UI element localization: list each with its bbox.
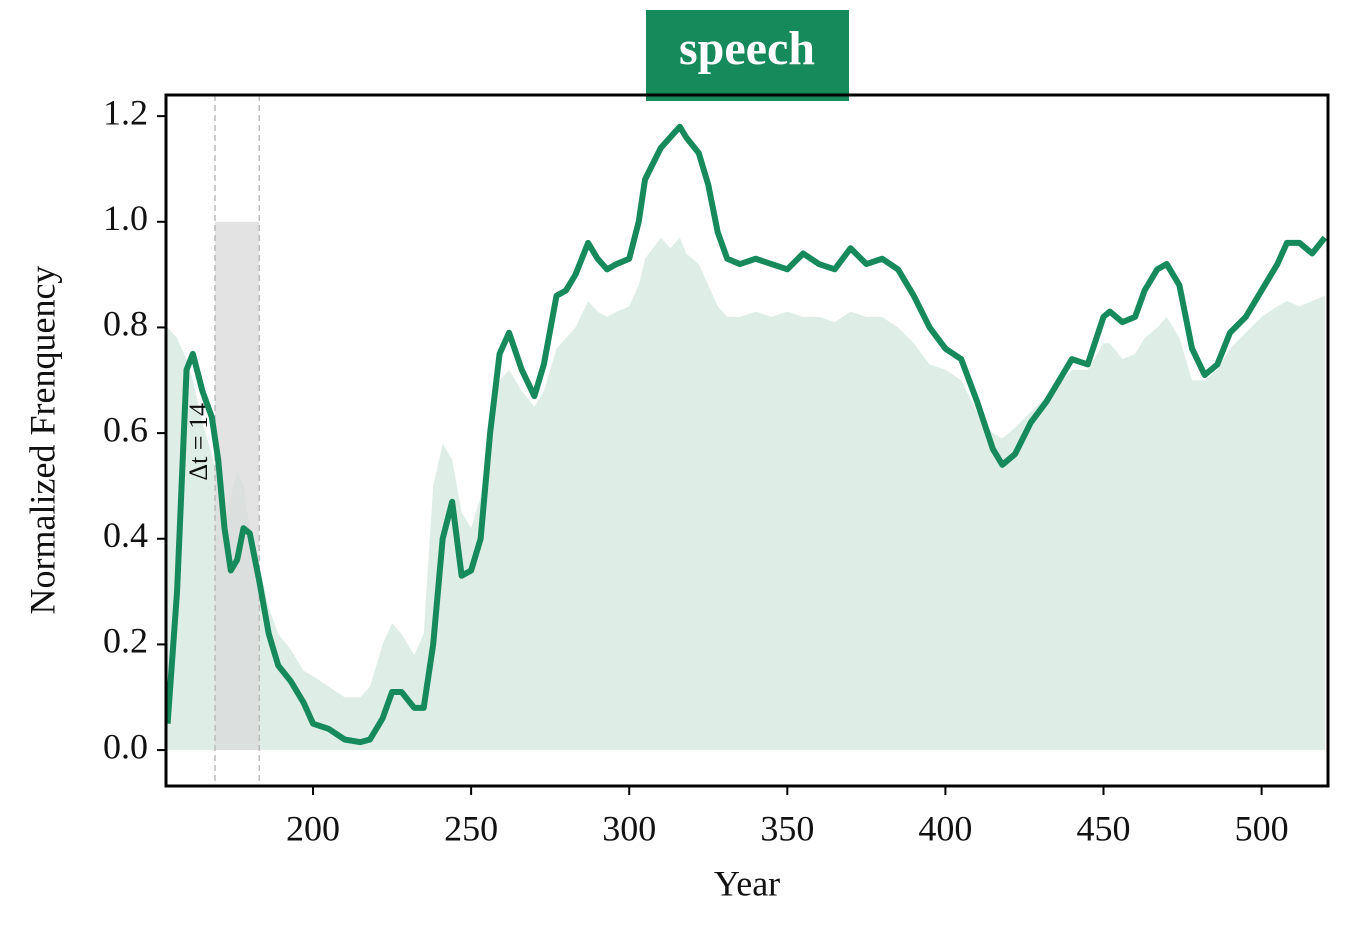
plot-frame [164,93,1330,788]
annotation: Δt = 14 [184,403,213,481]
x-tick-label: 350 [760,808,814,848]
y-axis-label: Normalized Frenquency [22,266,62,615]
area [167,237,1325,751]
y-tick-label: 1.2 [103,92,148,132]
x-tick-label: 250 [444,808,498,848]
y-tick-label: 0.0 [103,726,148,766]
y-tick-label: 1.0 [103,198,148,238]
x-tick-label: 200 [286,808,340,848]
y-tick-label: 0.4 [103,515,148,555]
title-box [646,10,849,101]
line [166,123,1328,746]
x-tick-label: 500 [1235,808,1289,848]
x-tick-label: 400 [918,808,972,848]
y-tick-label: 0.6 [103,409,148,449]
x-tick-label: 450 [1077,808,1131,848]
x-tick-label: 300 [602,808,656,848]
chart-title: speech [679,22,815,75]
x-axis-label: Year [714,863,780,903]
y-tick-label: 0.2 [103,621,148,661]
y-tick-label: 0.8 [103,304,148,344]
